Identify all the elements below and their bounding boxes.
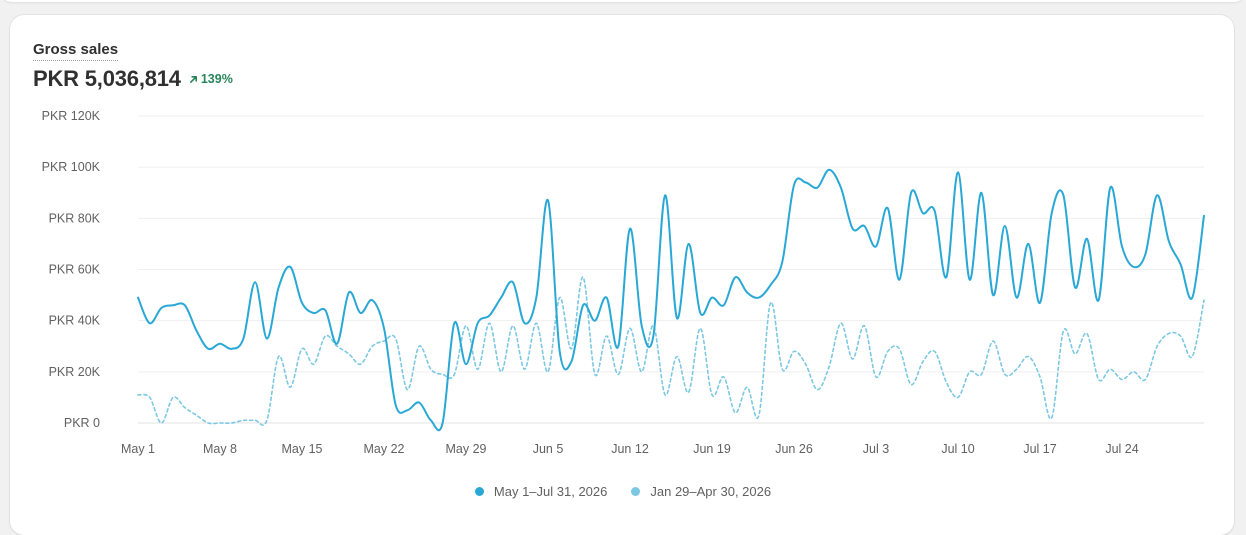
x-tick-label: Jun 12 bbox=[611, 442, 649, 456]
series-line-current[interactable] bbox=[137, 168, 1205, 432]
x-tick-label: May 15 bbox=[282, 442, 323, 456]
x-tick-label: May 29 bbox=[446, 442, 487, 456]
x-tick-label: May 8 bbox=[203, 442, 237, 456]
x-tick-label: Jul 17 bbox=[1023, 442, 1056, 456]
legend-item-previous[interactable]: Jan 29–Apr 30, 2026 bbox=[631, 484, 771, 499]
y-tick-label: PKR 20K bbox=[49, 365, 101, 379]
y-tick-label: PKR 40K bbox=[49, 314, 101, 328]
legend-label-previous: Jan 29–Apr 30, 2026 bbox=[650, 484, 772, 499]
change-percent: 139% bbox=[200, 72, 233, 86]
x-tick-label: Jun 5 bbox=[533, 442, 564, 456]
x-axis-labels: May 1 May 8 May 15 May 22 May 29 Jun 5 Jun 12 J… bbox=[121, 442, 1139, 456]
y-axis-labels: PKR 0 PKR 20K PKR 40K PKR 60K PKR 80K PKR 100… bbox=[42, 109, 101, 430]
x-tick-label: Jul 10 bbox=[941, 442, 974, 456]
previous-card-edge bbox=[0, 0, 1246, 2]
x-tick-label: Jun 26 bbox=[775, 442, 813, 456]
y-tick-label: PKR 60K bbox=[49, 263, 101, 277]
grid-lines bbox=[138, 115, 1204, 424]
x-tick-label: Jul 3 bbox=[863, 442, 889, 456]
series-lines bbox=[137, 168, 1205, 432]
y-tick-label: PKR 0 bbox=[64, 416, 100, 430]
metric-value: PKR 5,036,814 bbox=[33, 66, 181, 91]
x-tick-label: May 1 bbox=[121, 442, 155, 456]
series-line-previous[interactable] bbox=[137, 276, 1205, 426]
x-tick-label: Jul 24 bbox=[1105, 442, 1138, 456]
y-tick-label: PKR 80K bbox=[49, 211, 101, 225]
legend-label-current: May 1–Jul 31, 2026 bbox=[493, 484, 608, 499]
gross-sales-card bbox=[10, 15, 1234, 535]
change-badge: 139% bbox=[189, 72, 233, 86]
arrow-up-right-icon bbox=[189, 75, 197, 83]
chart-legend: May 1–Jul 31, 2026 Jan 29–Apr 30, 2026 bbox=[0, 484, 1246, 499]
metric-row: PKR 5,036,814 139% bbox=[33, 66, 233, 92]
x-tick-label: Jun 19 bbox=[693, 442, 731, 456]
y-tick-label: PKR 120K bbox=[42, 109, 101, 123]
y-tick-label: PKR 100K bbox=[42, 160, 101, 174]
legend-dot-current bbox=[474, 487, 484, 496]
x-tick-label: May 22 bbox=[364, 442, 405, 456]
legend-dot-previous bbox=[631, 487, 641, 496]
gross-sales-line-chart: PKR 0 PKR 20K PKR 40K PKR 60K PKR 80K PKR 100… bbox=[42, 109, 1205, 456]
legend-item-current[interactable]: May 1–Jul 31, 2026 bbox=[474, 484, 608, 499]
metric-title[interactable]: Gross sales bbox=[33, 41, 119, 61]
